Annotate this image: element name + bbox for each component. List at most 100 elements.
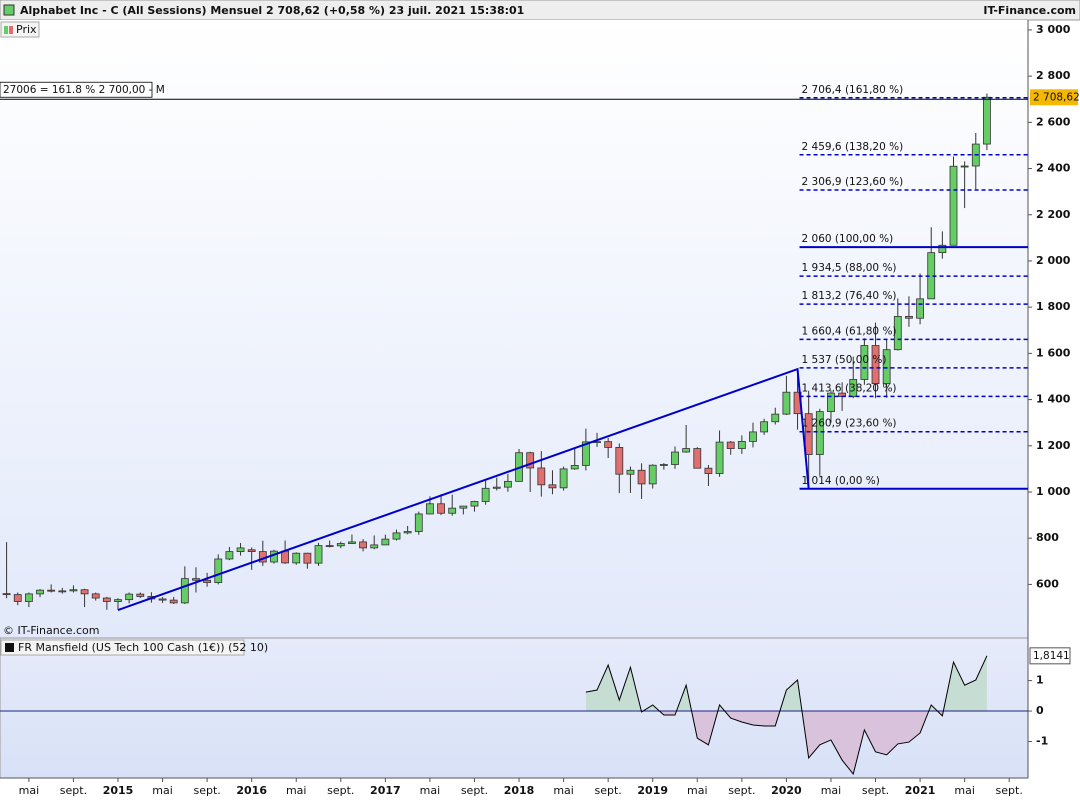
copyright: © IT-Finance.com xyxy=(3,624,100,637)
y-tick-label: 600 xyxy=(1036,577,1059,590)
indicator-line xyxy=(585,655,988,776)
fib-label: 2 060 (100,00 %) xyxy=(802,233,894,245)
fib-label: 1 537 (50,00 %) xyxy=(802,354,887,366)
y-tick-label: 1 600 xyxy=(1036,346,1071,359)
candle-body xyxy=(604,441,613,448)
alert-label: 27006 = 161.8 % 2 700,00 - M xyxy=(3,84,165,96)
x-tick-label: sept. xyxy=(862,784,889,797)
y-tick-label: 2 200 xyxy=(1036,208,1071,221)
y-tick-label: -1 xyxy=(1036,734,1048,747)
y-tick-label: 1 800 xyxy=(1036,300,1071,313)
y-tick-label: 0 xyxy=(1036,704,1044,717)
x-tick-label: sept. xyxy=(60,784,87,797)
legend-label: Prix xyxy=(16,23,37,36)
candle-body xyxy=(58,590,67,593)
x-tick-label: mai xyxy=(553,784,574,797)
candle-body xyxy=(693,448,702,469)
candle-body xyxy=(871,345,880,385)
indicator-panel xyxy=(0,637,1029,779)
candle-body xyxy=(158,598,167,601)
x-tick-label: 2017 xyxy=(370,784,401,797)
candle-body xyxy=(370,544,379,549)
chart-title: Alphabet Inc - C (All Sessions) Mensuel … xyxy=(20,4,524,17)
y-tick-label: 2 000 xyxy=(1036,254,1071,267)
header-icon xyxy=(3,4,15,16)
x-tick-label: 2021 xyxy=(905,784,936,797)
candle-body xyxy=(849,379,858,397)
candle-body xyxy=(359,541,367,549)
candle-body xyxy=(682,448,691,453)
y-tick-label: 2 600 xyxy=(1036,115,1071,128)
fib-label: 1 260,9 (23,60 %) xyxy=(802,418,897,430)
candle-body xyxy=(336,543,345,547)
candle-body xyxy=(180,578,189,604)
candle-body xyxy=(570,465,579,470)
x-tick-label: mai xyxy=(19,784,40,797)
candle-body xyxy=(292,552,301,564)
fib-label: 1 413,6 (38,20 %) xyxy=(802,382,897,394)
candle-body xyxy=(537,467,546,486)
candle-body xyxy=(637,469,646,485)
candle-body xyxy=(804,413,813,455)
legend-icon-up xyxy=(4,26,8,34)
candle-body xyxy=(737,440,746,449)
x-tick-label: mai xyxy=(420,784,441,797)
candle-body xyxy=(860,345,869,380)
x-tick-label: mai xyxy=(954,784,975,797)
y-tick-label: 3 000 xyxy=(1036,23,1071,36)
candle-body xyxy=(69,589,78,592)
candle-body xyxy=(615,447,624,475)
fib-label: 1 014 (0,00 %) xyxy=(802,475,880,487)
candle-body xyxy=(348,541,356,544)
candle-body xyxy=(760,421,769,433)
candle-body xyxy=(827,392,835,412)
candle-body xyxy=(448,507,457,514)
candle-body xyxy=(782,391,791,415)
x-tick-label: sept. xyxy=(461,784,488,797)
candle-body xyxy=(715,441,724,474)
x-tick-label: sept. xyxy=(327,784,354,797)
candle-body xyxy=(225,551,234,560)
y-tick-label: 2 400 xyxy=(1036,162,1071,175)
candle-body xyxy=(481,487,490,502)
candle-body xyxy=(771,413,780,423)
candle-body xyxy=(559,468,568,489)
candle-body xyxy=(125,593,134,601)
x-tick-label: 2020 xyxy=(771,784,802,797)
x-tick-label: mai xyxy=(152,784,173,797)
x-tick-label: 2015 xyxy=(103,784,134,797)
candle-body xyxy=(325,545,334,547)
candle-body xyxy=(403,531,412,534)
candle-body xyxy=(414,513,423,532)
candle-body xyxy=(459,505,468,509)
fib-label: 2 459,6 (138,20 %) xyxy=(802,141,904,153)
indicator-title: FR Mansfield (US Tech 100 Cash (1€)) (52… xyxy=(18,641,268,654)
candle-body xyxy=(949,165,958,246)
x-tick-label: mai xyxy=(687,784,708,797)
candle-body xyxy=(203,579,212,583)
source: IT-Finance.com xyxy=(983,4,1076,17)
candle-body xyxy=(392,532,401,540)
x-tick-label: sept. xyxy=(728,784,755,797)
candle-body xyxy=(503,480,512,488)
candle-body xyxy=(548,484,557,489)
candle-body xyxy=(303,552,312,564)
candle-body xyxy=(492,486,501,489)
x-tick-label: 2016 xyxy=(236,784,267,797)
candle-body xyxy=(470,501,479,507)
x-tick-label: sept. xyxy=(595,784,622,797)
x-tick-label: mai xyxy=(286,784,307,797)
candle-body xyxy=(626,469,635,475)
candle-body xyxy=(916,298,924,319)
candle-body xyxy=(192,578,200,581)
candle-body xyxy=(983,96,991,145)
fib-label: 1 660,4 (61,80 %) xyxy=(802,325,897,337)
candle-body xyxy=(314,545,323,564)
indicator-legend-box xyxy=(0,639,245,656)
candle-body xyxy=(80,589,89,595)
candle-body xyxy=(381,538,390,546)
y-tick-label: 1 000 xyxy=(1036,485,1071,498)
y-tick-label: 2 800 xyxy=(1036,69,1071,82)
candle-body xyxy=(749,431,757,442)
